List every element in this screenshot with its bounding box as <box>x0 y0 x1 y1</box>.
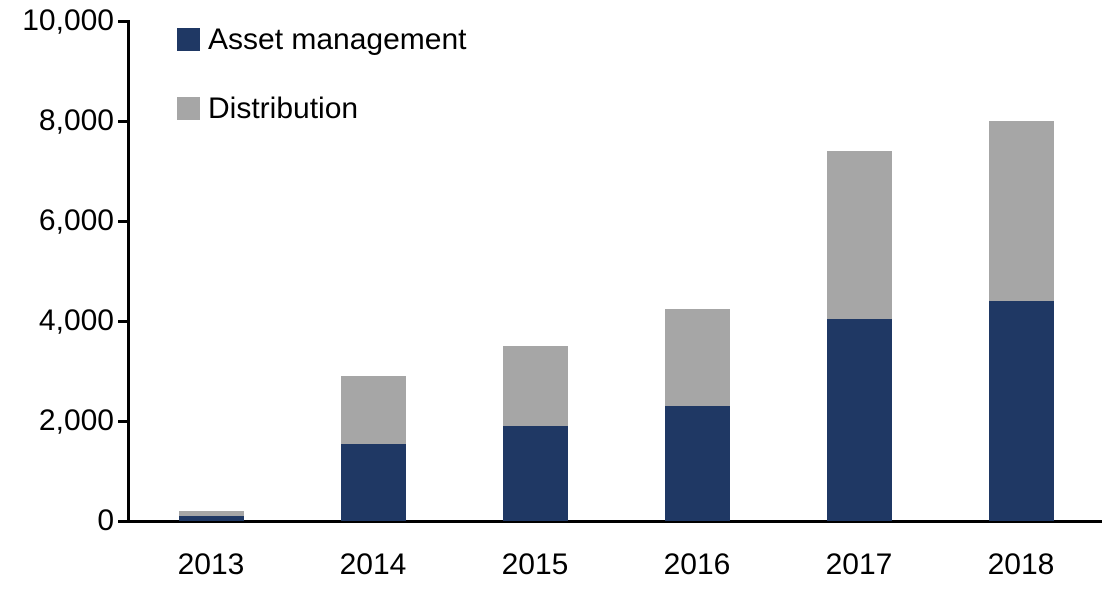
legend-item-asset-management: Asset management <box>177 24 466 54</box>
bar-segment-asset-management-2016 <box>664 406 730 521</box>
bar-segment-distribution-2016 <box>664 308 730 406</box>
bar-segment-distribution-2013 <box>178 511 244 516</box>
bar-segment-asset-management-2017 <box>826 318 892 521</box>
bar-segment-distribution-2018 <box>988 121 1054 301</box>
bar-segment-asset-management-2018 <box>988 301 1054 521</box>
legend-swatch-distribution <box>177 97 200 120</box>
x-axis-label-2017: 2017 <box>825 548 893 581</box>
x-axis-label-2014: 2014 <box>339 548 407 581</box>
y-axis-label-10,000: 10,000 <box>22 4 114 37</box>
legend-label-distribution: Distribution <box>208 91 359 125</box>
bar-segment-asset-management-2013 <box>178 516 244 521</box>
bar-segment-distribution-2014 <box>340 376 406 444</box>
y-tick-2,000 <box>118 420 128 423</box>
y-tick-8,000 <box>118 120 128 123</box>
y-axis-label-8,000: 8,000 <box>38 104 114 137</box>
y-tick-0 <box>118 520 128 523</box>
x-axis-label-2015: 2015 <box>501 548 569 581</box>
bar-segment-asset-management-2015 <box>502 426 568 521</box>
y-axis-label-0: 0 <box>97 504 114 537</box>
y-tick-6,000 <box>118 220 128 223</box>
x-axis-line <box>127 520 1102 523</box>
bar-segment-distribution-2017 <box>826 151 892 319</box>
bar-segment-asset-management-2014 <box>340 443 406 521</box>
y-axis-label-4,000: 4,000 <box>38 304 114 337</box>
y-tick-4,000 <box>118 320 128 323</box>
bar-segment-distribution-2015 <box>502 346 568 426</box>
y-axis-label-2,000: 2,000 <box>38 404 114 437</box>
legend-item-distribution: Distribution <box>177 93 466 123</box>
legend: Asset management Distribution <box>177 24 466 166</box>
legend-swatch-asset-management <box>177 28 200 51</box>
legend-label-asset-management: Asset management <box>208 22 467 56</box>
y-axis-line <box>127 20 130 523</box>
x-axis-label-2018: 2018 <box>987 548 1055 581</box>
y-tick-10,000 <box>118 20 128 23</box>
x-axis-label-2016: 2016 <box>663 548 731 581</box>
y-axis-label-6,000: 6,000 <box>38 204 114 237</box>
x-axis-label-2013: 2013 <box>177 548 245 581</box>
